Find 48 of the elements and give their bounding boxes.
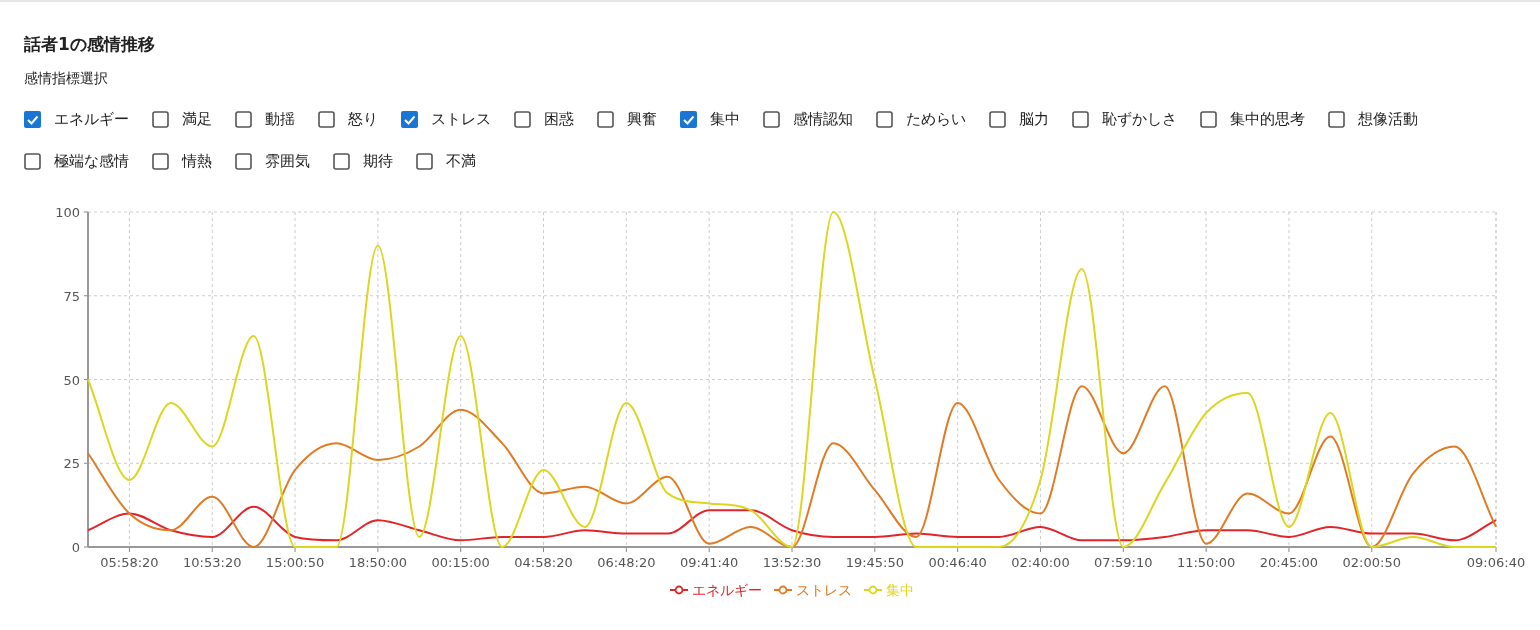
x-tick-label: 02:00:50 xyxy=(1342,555,1401,570)
x-tick-label: 00:15:00 xyxy=(431,555,490,570)
checkbox: 期待 xyxy=(333,153,393,170)
y-tick-label: 0 xyxy=(71,540,80,555)
y-tick-label: 25 xyxy=(63,456,80,472)
checkbox: 不満 xyxy=(416,153,476,170)
checkbox: 動揺 xyxy=(235,111,295,128)
y-tick-label: 75 xyxy=(63,288,80,304)
checkbox: 集中 xyxy=(680,111,740,128)
x-tick-label: 07:59:10 xyxy=(1094,555,1153,570)
x-tick-label: 13:52:30 xyxy=(762,555,822,570)
chart-subtitle: 感情指標選択 xyxy=(24,70,108,86)
checkbox: 満足 xyxy=(152,111,212,128)
x-tick-label: 02:40:00 xyxy=(1011,555,1070,570)
checkbox: エネルギー xyxy=(24,111,129,128)
x-tick-label: 09:06:40 xyxy=(1466,555,1526,570)
x-tick-label: 18:50:00 xyxy=(348,555,408,570)
legend-label: ストレス xyxy=(796,582,852,598)
y-tick-label: 100 xyxy=(55,205,80,220)
x-tick-label: 04:58:20 xyxy=(514,555,573,570)
legend-label: 集中 xyxy=(886,582,914,598)
x-tick-label: 05:58:20 xyxy=(100,555,159,570)
checkbox: 恥ずかしさ xyxy=(1072,111,1177,128)
x-tick-label: 11:50:00 xyxy=(1176,555,1236,570)
x-tick-label: 15:00:50 xyxy=(265,555,325,570)
chart-title: 話者1の感情推移 xyxy=(23,34,155,54)
checkbox: 想像活動 xyxy=(1328,111,1418,128)
checkbox: 雰囲気 xyxy=(235,153,310,170)
y-tick-label: 50 xyxy=(63,372,80,388)
checkbox: 興奮 xyxy=(597,111,657,128)
line-series xyxy=(87,211,1497,548)
checkbox: 極端な感情 xyxy=(24,153,129,170)
checkbox: 集中的思考 xyxy=(1200,111,1305,128)
x-tick-label: 00:46:40 xyxy=(928,555,987,570)
checkbox: 情熱 xyxy=(152,153,212,170)
x-tick-label: 10:53:20 xyxy=(183,555,242,570)
x-tick-label: 06:48:20 xyxy=(597,555,656,570)
checkbox: ためらい xyxy=(876,111,966,128)
checkbox: 感情認知 xyxy=(763,111,853,128)
x-tick-label: 09:41:40 xyxy=(679,555,739,570)
checkbox: 困惑 xyxy=(514,111,574,128)
checkbox: ストレス xyxy=(401,111,491,128)
legend-label: エネルギー xyxy=(692,582,762,598)
line-series xyxy=(87,505,1497,542)
checkbox: 脳力 xyxy=(989,111,1049,128)
checkbox: 怒り xyxy=(318,111,378,128)
x-tick-label: 19:45:50 xyxy=(845,555,905,570)
x-tick-label: 20:45:00 xyxy=(1259,555,1319,570)
